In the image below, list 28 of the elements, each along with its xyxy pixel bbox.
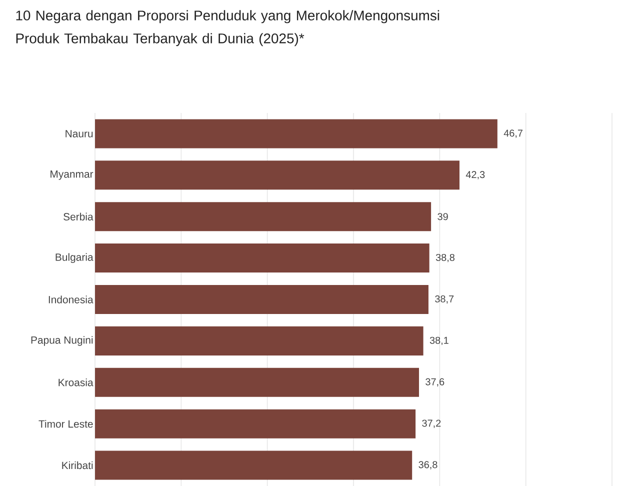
y-tick-label: Indonesia xyxy=(48,296,94,304)
y-tick-label: Nauru xyxy=(66,130,93,138)
bar xyxy=(95,284,428,314)
data-label: 38,1 xyxy=(430,336,448,346)
bar xyxy=(95,119,498,148)
bar xyxy=(95,450,412,480)
bar xyxy=(95,160,460,190)
y-tick-label: Timor Leste xyxy=(38,420,93,428)
y-tick-label: Papua Nugini xyxy=(31,336,93,346)
y-tick-label: Kiribati xyxy=(62,461,93,470)
chart-title: 10 Negara dengan Proporsi Penduduk yang Merokok/Mengonsumsi Produk Tembakau Terbanyak di Dunia (2025)* xyxy=(16,10,440,46)
data-label: 37,6 xyxy=(426,378,444,387)
y-tick-label: Kroasia xyxy=(58,378,94,386)
data-label: 38,8 xyxy=(436,254,454,262)
y-tick-label: Serbia xyxy=(64,212,94,220)
bar xyxy=(95,409,416,438)
data-label: 37,2 xyxy=(422,420,441,428)
data-label: 46,7 xyxy=(504,130,522,138)
bar xyxy=(95,244,430,273)
bar xyxy=(95,326,424,356)
data-label: 36,8 xyxy=(418,461,438,470)
data-label: 38,7 xyxy=(435,295,454,304)
bar xyxy=(95,368,419,397)
data-label: 42,3 xyxy=(466,171,485,180)
data-label: 39 xyxy=(438,213,448,220)
y-tick-label: Myanmar xyxy=(50,170,94,180)
bar xyxy=(95,202,432,232)
y-tick-label: Bulgaria xyxy=(56,253,94,263)
